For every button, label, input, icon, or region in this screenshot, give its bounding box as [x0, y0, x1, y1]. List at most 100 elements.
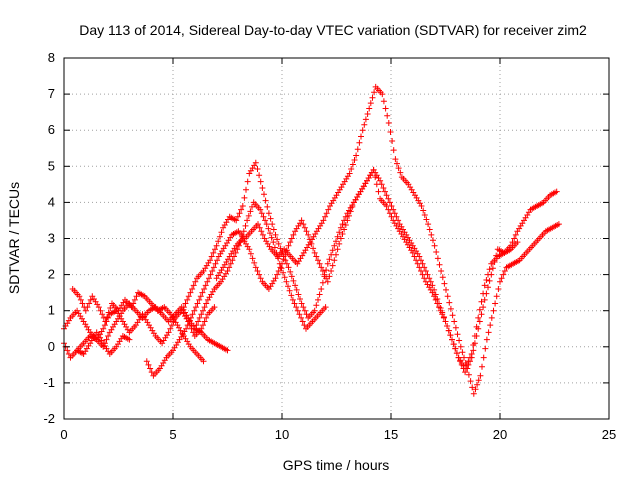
data-point	[451, 318, 458, 325]
data-point	[358, 133, 364, 140]
data-point	[434, 296, 441, 302]
data-point	[388, 203, 395, 209]
data-point	[418, 257, 424, 264]
data-point	[449, 336, 455, 343]
data-point	[456, 337, 463, 344]
data-point	[395, 165, 402, 172]
data-point	[351, 157, 358, 163]
data-point	[463, 361, 470, 368]
data-point	[482, 345, 489, 352]
data-point	[348, 166, 355, 172]
data-point	[470, 390, 477, 397]
data-point	[346, 170, 353, 177]
chart-title: Day 113 of 2014, Sidereal Day-to-day VTE…	[79, 22, 587, 38]
data-point	[271, 244, 278, 251]
data-point	[215, 238, 222, 245]
data-point	[447, 332, 454, 339]
data-point	[198, 325, 205, 332]
data-point	[275, 255, 282, 262]
data-point	[184, 296, 191, 303]
data-point	[430, 237, 436, 244]
data-point	[316, 291, 323, 298]
data-point	[279, 249, 285, 256]
data-point	[336, 240, 343, 247]
data-point	[382, 105, 389, 112]
series-s7	[191, 199, 329, 332]
data-point	[256, 271, 263, 278]
data-point	[310, 245, 317, 252]
data-point	[418, 203, 425, 209]
data-point	[336, 229, 343, 236]
data-point	[104, 314, 111, 320]
data-point	[486, 277, 493, 284]
data-point	[254, 268, 261, 274]
data-point	[263, 221, 270, 228]
data-point	[264, 203, 271, 210]
data-point	[487, 322, 494, 329]
data-point	[479, 363, 485, 370]
data-point	[207, 271, 214, 278]
data-point	[375, 188, 382, 195]
data-point	[270, 239, 277, 246]
data-point	[77, 296, 84, 303]
data-point	[473, 323, 480, 330]
data-point	[318, 264, 325, 271]
data-point	[331, 257, 338, 264]
data-point	[465, 371, 472, 378]
data-point	[168, 322, 175, 329]
data-point	[361, 121, 368, 128]
data-point	[333, 251, 339, 258]
data-point	[273, 249, 280, 256]
data-point	[382, 188, 388, 195]
data-point	[183, 325, 190, 332]
data-point	[326, 273, 333, 280]
y-tick-label: 0	[48, 339, 55, 354]
data-point	[196, 296, 203, 303]
data-point	[390, 147, 397, 154]
data-point	[354, 146, 361, 153]
data-point	[131, 296, 138, 303]
data-point	[478, 311, 485, 318]
data-point	[86, 300, 93, 307]
data-point	[476, 318, 483, 325]
data-point	[259, 185, 266, 191]
data-point	[419, 260, 426, 267]
data-point	[377, 177, 384, 184]
data-point	[444, 323, 451, 329]
data-point	[226, 264, 233, 271]
data-point	[428, 231, 435, 238]
data-point	[465, 358, 472, 365]
data-point	[446, 299, 453, 306]
series-s3	[69, 286, 207, 365]
data-point	[244, 178, 251, 185]
data-point	[229, 257, 236, 264]
data-point	[385, 120, 392, 126]
data-point	[239, 203, 246, 209]
data-point	[213, 242, 220, 249]
data-point	[256, 224, 263, 231]
data-point	[478, 298, 485, 305]
data-point	[100, 314, 107, 321]
data-point	[293, 286, 300, 293]
data-point	[95, 304, 102, 311]
data-point	[495, 286, 502, 292]
data-point	[333, 238, 339, 245]
data-point	[480, 354, 487, 361]
data-point	[416, 253, 423, 260]
data-point	[288, 273, 295, 280]
data-point	[182, 300, 189, 307]
data-point	[292, 282, 299, 289]
data-point	[426, 275, 433, 282]
data-point	[431, 286, 438, 293]
axis-ticks: 0 5 10 15 20 25 -2 -1 0 1 2 3 4 5 6 7 8	[43, 50, 616, 442]
data-point	[258, 228, 265, 235]
data-point	[84, 304, 91, 311]
data-point	[252, 159, 259, 166]
data-point	[294, 307, 301, 314]
data-point	[241, 194, 248, 201]
data-point	[452, 324, 459, 331]
data-point	[452, 345, 459, 352]
data-point	[214, 257, 221, 264]
data-point	[287, 239, 294, 246]
data-point	[268, 234, 275, 241]
